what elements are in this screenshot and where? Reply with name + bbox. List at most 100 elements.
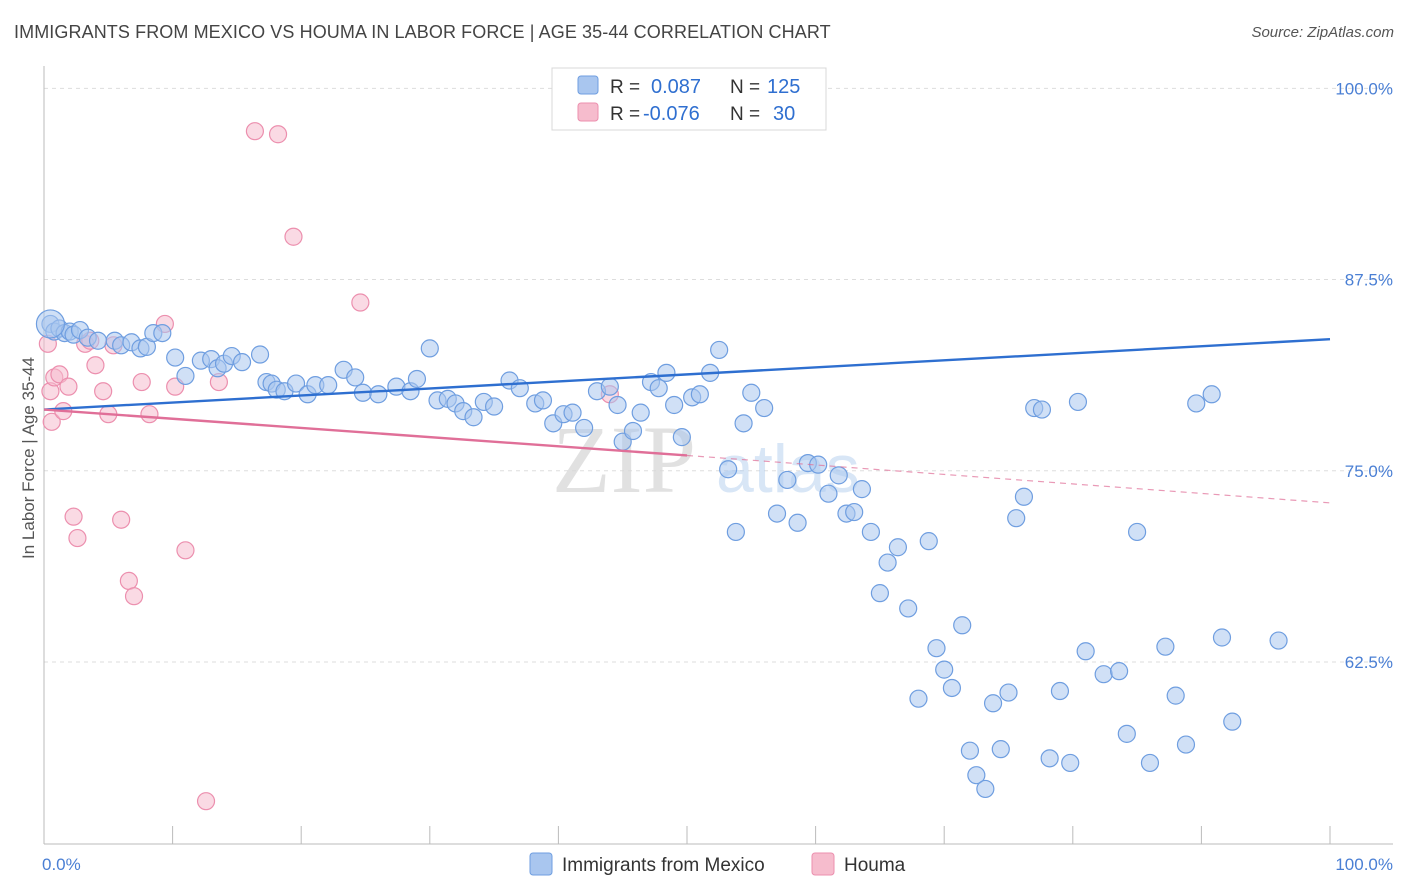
mexico-point bbox=[1127, 522, 1147, 542]
houma-point bbox=[119, 571, 138, 591]
mexico-point bbox=[861, 522, 880, 542]
houma-points bbox=[38, 122, 619, 811]
mexico-point bbox=[1269, 631, 1288, 650]
mexico-point bbox=[909, 689, 928, 708]
mexico-point bbox=[1094, 665, 1113, 684]
legend-n-label-1: N = bbox=[730, 77, 760, 98]
mexico-point bbox=[755, 398, 774, 418]
legend-r-value-2: -0.076 bbox=[643, 103, 700, 125]
mexico-point bbox=[726, 522, 745, 542]
mexico-point bbox=[991, 740, 1010, 759]
mexico-point bbox=[464, 408, 483, 427]
mexico-point bbox=[600, 377, 619, 396]
mexico-point bbox=[1176, 735, 1196, 754]
mexico-point bbox=[286, 374, 306, 393]
mexico-point bbox=[232, 353, 252, 372]
mexico-point bbox=[1040, 749, 1059, 768]
houma-trend-line bbox=[43, 408, 688, 457]
mexico-point bbox=[788, 513, 807, 532]
legend-r-label-1: R = bbox=[610, 77, 640, 98]
mexico-point bbox=[710, 340, 729, 360]
mexico-point bbox=[1166, 686, 1185, 705]
houma-point bbox=[50, 365, 69, 384]
mexico-point bbox=[942, 678, 962, 698]
mexico-point bbox=[1187, 394, 1206, 413]
mexico-point bbox=[1202, 385, 1221, 404]
houma-trend-line-dashed bbox=[686, 454, 1331, 504]
mexico-trend-line bbox=[43, 338, 1331, 411]
mexico-point bbox=[166, 348, 185, 367]
houma-point bbox=[124, 587, 144, 606]
houma-point bbox=[176, 541, 195, 560]
mexico-point bbox=[420, 339, 439, 358]
legend-n-value-2: 30 bbox=[773, 103, 795, 125]
houma-point bbox=[86, 356, 105, 375]
houma-point bbox=[68, 528, 87, 548]
legend: R = 0.087 N = 125 R = -0.076 N = 30 bbox=[551, 67, 827, 131]
mexico-point bbox=[935, 660, 954, 679]
mexico-point bbox=[319, 376, 338, 395]
mexico-point bbox=[1050, 681, 1070, 701]
legend-n-label-2: N = bbox=[730, 104, 760, 125]
bottom-legend-label-mexico: Immigrants from Mexico bbox=[562, 855, 765, 876]
mexico-point bbox=[631, 403, 650, 422]
legend-n-value-1: 125 bbox=[767, 76, 800, 98]
bottom-legend-label-houma: Houma bbox=[844, 855, 906, 876]
houma-point bbox=[59, 377, 78, 396]
mexico-point bbox=[927, 639, 946, 658]
mexico-point bbox=[878, 553, 897, 572]
bottom-legend-swatch-houma bbox=[811, 852, 835, 876]
mexico-point bbox=[563, 403, 582, 422]
houma-point bbox=[140, 405, 159, 424]
mexico-point bbox=[1223, 712, 1242, 731]
mexico-point bbox=[1061, 753, 1080, 773]
mexico-point bbox=[767, 504, 787, 523]
mexico-point bbox=[88, 331, 108, 350]
mexico-point bbox=[1140, 753, 1160, 773]
houma-point bbox=[64, 507, 83, 526]
source-label: Source: ZipAtlas.com bbox=[1251, 24, 1394, 41]
houma-point bbox=[94, 382, 113, 401]
bottom-legend-swatch-mexico bbox=[529, 852, 553, 876]
houma-point bbox=[196, 792, 216, 811]
mexico-point bbox=[719, 460, 738, 479]
y-tick-labels: 100.0% 87.5% 75.0% 62.5% bbox=[1335, 79, 1393, 672]
mexico-point bbox=[953, 616, 972, 635]
mexico-point bbox=[919, 532, 938, 551]
mexico-point bbox=[967, 766, 986, 785]
mexico-point bbox=[870, 584, 890, 603]
mexico-points bbox=[35, 309, 1288, 799]
mexico-point bbox=[649, 379, 668, 398]
y-tick-label: 87.5% bbox=[1345, 271, 1393, 290]
legend-r-value-1: 0.087 bbox=[651, 76, 701, 98]
mexico-point bbox=[888, 538, 908, 557]
mexico-point bbox=[485, 397, 504, 416]
mexico-point bbox=[1156, 637, 1175, 656]
mexico-point bbox=[369, 385, 388, 404]
x-tick-label-min: 0.0% bbox=[42, 855, 81, 874]
watermark-zip: ZIP bbox=[552, 406, 696, 513]
y-axis-label: In Labor Force | Age 35-44 bbox=[19, 357, 38, 559]
houma-point bbox=[351, 293, 370, 312]
houma-point bbox=[132, 372, 151, 392]
mexico-point bbox=[1212, 628, 1232, 647]
mexico-point bbox=[407, 369, 427, 389]
houma-point bbox=[245, 122, 265, 141]
mexico-point bbox=[960, 741, 980, 760]
mexico-point bbox=[845, 502, 864, 522]
mexico-point bbox=[672, 428, 691, 447]
houma-point bbox=[284, 227, 303, 246]
y-tick-label: 75.0% bbox=[1345, 462, 1393, 481]
mexico-point bbox=[1068, 392, 1088, 412]
mexico-point bbox=[1076, 642, 1095, 661]
mexico-point bbox=[899, 599, 918, 618]
mexico-point bbox=[176, 366, 195, 386]
mexico-point bbox=[657, 363, 676, 382]
houma-point bbox=[112, 510, 131, 529]
x-tick-label-max: 100.0% bbox=[1335, 855, 1393, 874]
mexico-point bbox=[778, 470, 797, 490]
legend-r-label-2: R = bbox=[610, 104, 640, 125]
mexico-point bbox=[153, 323, 172, 343]
mexico-point bbox=[1109, 662, 1129, 681]
